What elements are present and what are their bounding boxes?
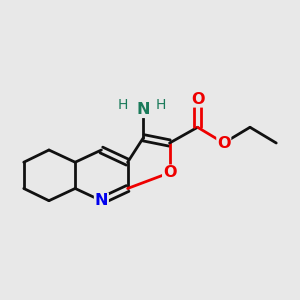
Text: N: N — [136, 102, 150, 117]
Text: O: O — [217, 136, 230, 151]
Text: H: H — [117, 98, 128, 112]
Text: H: H — [156, 98, 166, 112]
Text: N: N — [94, 193, 108, 208]
Text: O: O — [163, 165, 176, 180]
Text: O: O — [191, 92, 204, 107]
